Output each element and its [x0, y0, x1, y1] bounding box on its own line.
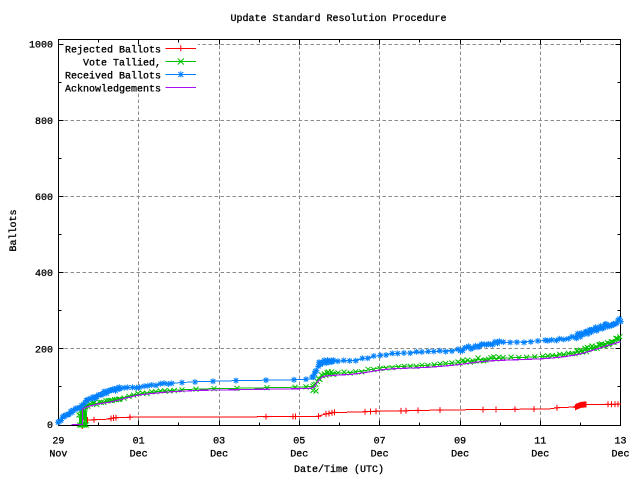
svg-text:07: 07	[374, 436, 386, 447]
svg-text:Rejected Ballots: Rejected Ballots	[65, 45, 161, 57]
svg-text:11: 11	[534, 436, 546, 447]
svg-text:Dec: Dec	[130, 449, 148, 460]
svg-text:Dec: Dec	[611, 449, 629, 460]
svg-text:1000: 1000	[29, 41, 53, 52]
svg-text:Update Standard Resolution Pro: Update Standard Resolution Procedure	[230, 13, 446, 25]
svg-text:03: 03	[213, 436, 225, 447]
svg-text:Dec: Dec	[531, 449, 549, 460]
svg-text:Received Ballots: Received Ballots	[65, 71, 161, 83]
svg-text:05: 05	[293, 436, 305, 447]
svg-text:Acknowledgements: Acknowledgements	[65, 84, 161, 96]
svg-text:01: 01	[133, 436, 145, 447]
svg-text:Vote Tallied,: Vote Tallied,	[83, 58, 161, 70]
svg-text:200: 200	[35, 345, 53, 356]
svg-text:Ballots: Ballots	[8, 209, 20, 251]
svg-text:Dec: Dec	[371, 449, 389, 460]
svg-text:600: 600	[35, 193, 53, 204]
svg-text:29: 29	[52, 436, 64, 447]
svg-text:800: 800	[35, 117, 53, 128]
svg-text:13: 13	[614, 436, 626, 447]
svg-text:Dec: Dec	[451, 449, 469, 460]
svg-text:09: 09	[454, 436, 466, 447]
svg-text:Dec: Dec	[210, 449, 228, 460]
svg-text:400: 400	[35, 269, 53, 280]
svg-text:Nov: Nov	[49, 449, 67, 460]
svg-text:Dec: Dec	[290, 449, 308, 460]
svg-text:0: 0	[47, 421, 53, 432]
svg-text:Date/Time (UTC): Date/Time (UTC)	[294, 464, 384, 476]
